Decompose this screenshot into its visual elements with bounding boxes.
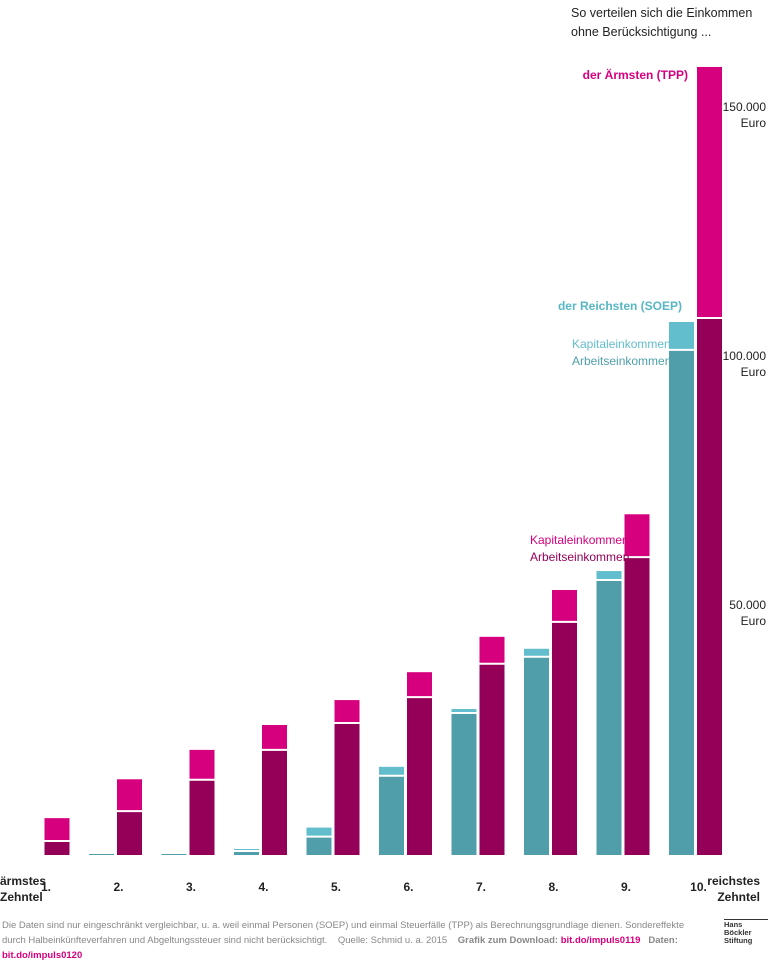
bar-segment	[480, 637, 505, 664]
group-label: der Reichsten (SOEP)	[558, 299, 682, 313]
legend-label: Arbeitseinkommen	[572, 354, 671, 368]
bar-segment	[407, 697, 432, 855]
legend-label: Arbeitseinkommen	[530, 550, 629, 564]
data-link[interactable]: bit.do/impuls0120	[2, 950, 82, 961]
bar-segment	[597, 580, 622, 855]
chart: 50.000Euro100.000Euro150.000Euro1.2.3.4.…	[0, 0, 768, 910]
legend-label: Kapitaleinkommen	[572, 337, 671, 351]
footer: Die Daten sind nur eingeschränkt verglei…	[2, 918, 692, 963]
chart-title: So verteilen sich die Einkommen ohne Ber…	[571, 4, 761, 42]
x-tick-label: 4.	[258, 880, 268, 894]
data-label: Daten:	[648, 935, 678, 946]
bar-segment	[89, 854, 114, 855]
x-tick-label: 10.	[690, 880, 707, 894]
bar-segment	[262, 725, 287, 750]
bar-segment	[307, 837, 332, 855]
x-tick-label: 9.	[621, 880, 631, 894]
y-unit: Euro	[741, 116, 767, 130]
bar-segment	[524, 657, 549, 855]
bar-segment	[335, 700, 360, 723]
group-label: der Ärmsten (TPP)	[583, 67, 688, 82]
download-label: Grafik zum Download:	[458, 935, 558, 946]
bar-segment	[307, 828, 332, 837]
bar-segment	[552, 622, 577, 855]
bar-segment	[45, 818, 70, 841]
bar-segment	[625, 557, 650, 855]
bar-segment	[117, 779, 142, 811]
x-end-label: reichstes	[707, 874, 760, 888]
download-link[interactable]: bit.do/impuls0119	[561, 935, 641, 946]
bar-segment	[45, 841, 70, 855]
x-tick-label: 5.	[331, 880, 341, 894]
bar-segment	[335, 723, 360, 855]
bar-segment	[117, 811, 142, 855]
bar-segment	[480, 664, 505, 855]
bar-segment	[379, 776, 404, 855]
x-tick-label: 6.	[403, 880, 413, 894]
logo-line: Stiftung	[724, 937, 768, 945]
x-start-label: Zehntel	[0, 890, 43, 904]
legend-label: Kapitaleinkommen	[530, 533, 629, 547]
x-start-label: ärmstes	[0, 874, 46, 888]
x-tick-label: 3.	[186, 880, 196, 894]
bar-segment	[697, 67, 722, 318]
bar-segment	[262, 750, 287, 855]
y-unit: Euro	[741, 365, 767, 379]
bar-segment	[524, 649, 549, 657]
bar-segment	[190, 780, 215, 855]
bar-segment	[190, 750, 215, 780]
bar-segment	[452, 713, 477, 855]
x-end-label: Zehntel	[717, 890, 760, 904]
logo-line: Hans Böckler	[724, 921, 768, 937]
x-tick-label: 7.	[476, 880, 486, 894]
logo: Hans Böckler Stiftung	[724, 919, 768, 945]
bar-segment	[669, 350, 694, 855]
x-tick-label: 2.	[113, 880, 123, 894]
x-tick-label: 8.	[548, 880, 558, 894]
bar-segment	[697, 318, 722, 855]
y-tick-label: 100.000	[723, 349, 767, 363]
bar-segment	[379, 767, 404, 776]
bar-segment	[669, 322, 694, 350]
bar-segment	[552, 590, 577, 622]
y-tick-label: 50.000	[729, 598, 766, 612]
y-unit: Euro	[741, 614, 767, 628]
bar-segment	[597, 571, 622, 580]
y-tick-label: 150.000	[723, 100, 767, 114]
bar-segment	[407, 672, 432, 697]
footer-source: Quelle: Schmid u. a. 2015	[338, 935, 447, 946]
